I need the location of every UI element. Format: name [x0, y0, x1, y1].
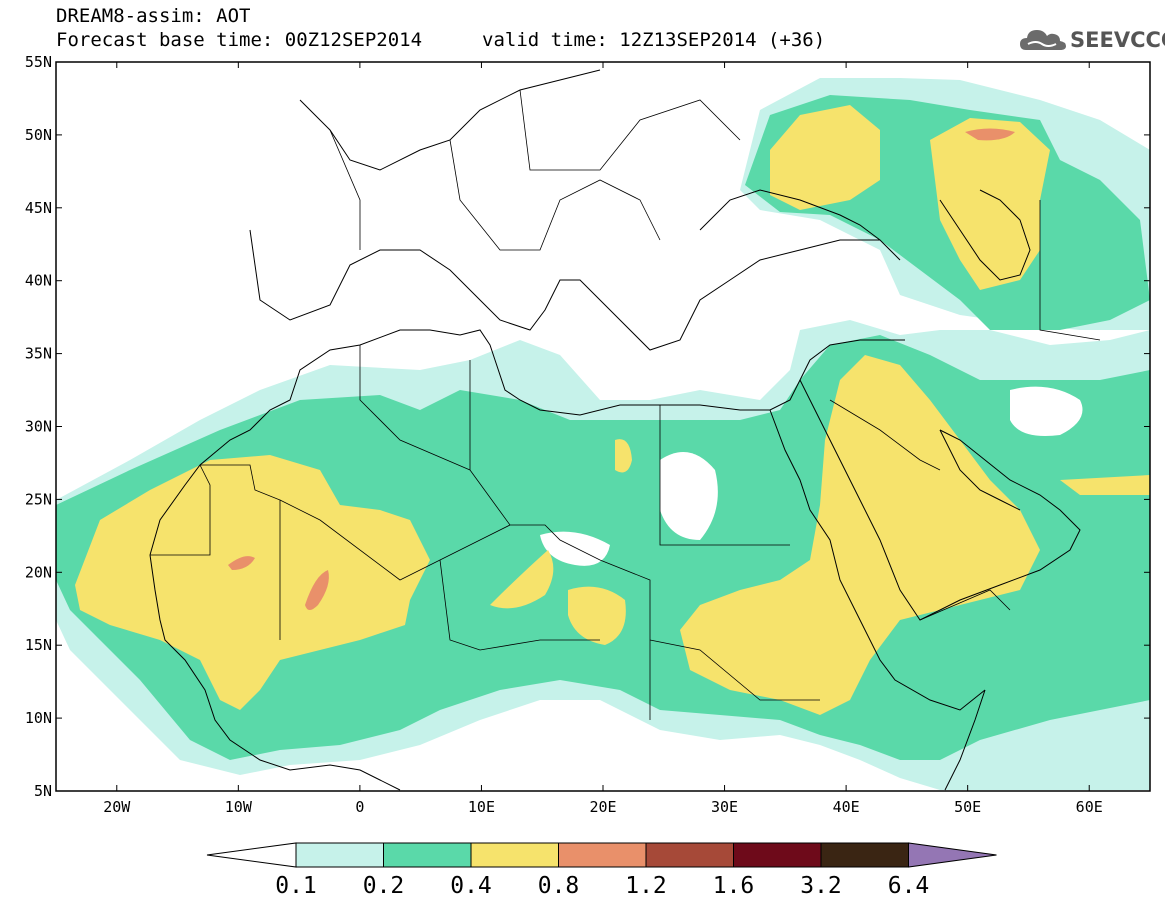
lat-label: 50N [25, 126, 52, 144]
aot-band-0.8-2 [305, 570, 329, 610]
aot-band-0.4-east [680, 355, 1040, 715]
coastline-europe-north [299, 69, 601, 171]
lat-label: 45N [25, 199, 52, 217]
colorbar-swatch [820, 842, 909, 868]
lon-label: 50E [954, 798, 981, 816]
colorbar-high-arrow [908, 842, 997, 868]
aot-band-0.4-west [75, 455, 430, 710]
lon-label: 20E [589, 798, 616, 816]
colorbar-swatch [733, 842, 822, 868]
map-title: DREAM8-assim: AOT [56, 5, 251, 27]
border-iran [1039, 200, 1101, 341]
aot-clear-patch-1 [660, 452, 718, 540]
border-mali [150, 464, 211, 556]
border-sahara-3 [659, 405, 790, 546]
border-niger [439, 559, 600, 651]
colorbar-swatch [470, 842, 559, 868]
colorbar: 0.1 0.2 0.4 0.8 1.2 1.6 3.2 6.4 [206, 842, 997, 899]
aot-band-0.8-1 [228, 556, 255, 570]
coastline-west-africa [149, 329, 905, 556]
aot-clear-patch-2 [1010, 386, 1083, 436]
longitude-axis: 20W 10W 0 10E 20E 30E 40E 50E 60E [103, 62, 1103, 816]
lat-label: 10N [25, 709, 52, 727]
coastline-black-sea [699, 189, 881, 241]
coastline-gulf-guinea [149, 554, 401, 791]
aot-band-0.4-north2 [930, 118, 1050, 290]
lon-label: 10W [225, 798, 253, 816]
colorbar-label: 1.6 [713, 873, 755, 899]
colorbar-swatch [383, 842, 472, 868]
border-arabia-1 [829, 399, 941, 471]
lat-label: 5N [34, 782, 52, 800]
colorbar-low-arrow [206, 842, 297, 868]
aot-band-0.4-patch3 [615, 439, 632, 473]
lon-label: 0 [355, 798, 364, 816]
border-europe-3 [519, 89, 741, 171]
colorbar-label: 0.4 [450, 873, 492, 899]
aot-band-0.4-patch2 [568, 586, 626, 645]
coastlines [149, 69, 1081, 791]
lat-label: 40N [25, 272, 52, 290]
border-europe-2 [449, 139, 661, 251]
seevccc-logo: SEEVCCC [1018, 22, 1165, 58]
lat-label: 35N [25, 345, 52, 363]
aot-clear-patch-3 [540, 531, 610, 566]
lat-label: 30N [25, 418, 52, 436]
colorbar-label: 0.2 [363, 873, 405, 899]
coastline-caspian [939, 189, 1031, 281]
latitude-axis: 55N 50N 45N 40N 35N 30N 25N 20N 15N 10N 5N [25, 53, 1150, 800]
colorbar-swatch [295, 842, 384, 868]
forecast-base-time: Forecast base time: 00Z12SEP2014 [56, 29, 423, 51]
border-sudan [649, 639, 820, 701]
lon-label: 60E [1076, 798, 1103, 816]
aot-band-0.8-3 [965, 128, 1015, 141]
coastline-horn [944, 689, 986, 791]
lon-label: 10E [468, 798, 495, 816]
valid-time: valid time: 12Z13SEP2014 (+36) [482, 29, 826, 51]
logo-text: SEEVCCC [1070, 28, 1165, 52]
border-algeria [359, 345, 471, 471]
colorbar-label: 1.2 [625, 873, 667, 899]
border-sahara-1 [200, 464, 281, 640]
lat-label: 15N [25, 636, 52, 654]
lon-label: 40E [833, 798, 860, 816]
lon-label: 30E [711, 798, 738, 816]
colorbar-label: 0.8 [538, 873, 580, 899]
aot-band-0.4-patch1 [490, 550, 554, 609]
lat-label: 55N [25, 53, 52, 71]
coastline-red-sea [769, 409, 986, 711]
colorbar-swatch [645, 842, 734, 868]
coastline-europe-south [249, 229, 901, 351]
country-borders [150, 89, 1101, 720]
border-arabia-2 [919, 589, 1011, 621]
coastline-gulf [939, 429, 1021, 511]
lat-label: 20N [25, 563, 52, 581]
colorbar-label: 6.4 [888, 873, 930, 899]
colorbar-swatch [558, 842, 647, 868]
aot-field [56, 78, 1150, 790]
aot-band-0.4-north1 [770, 105, 880, 210]
lon-label: 20W [103, 798, 131, 816]
lat-label: 25N [25, 490, 52, 508]
cloud-icon [1020, 30, 1066, 50]
coastline-arabia [799, 379, 1081, 621]
border-europe-1 [329, 129, 361, 250]
colorbar-label: 3.2 [800, 873, 842, 899]
aot-band-0.4-patch4 [1060, 475, 1150, 495]
colorbar-label: 0.1 [275, 873, 317, 899]
